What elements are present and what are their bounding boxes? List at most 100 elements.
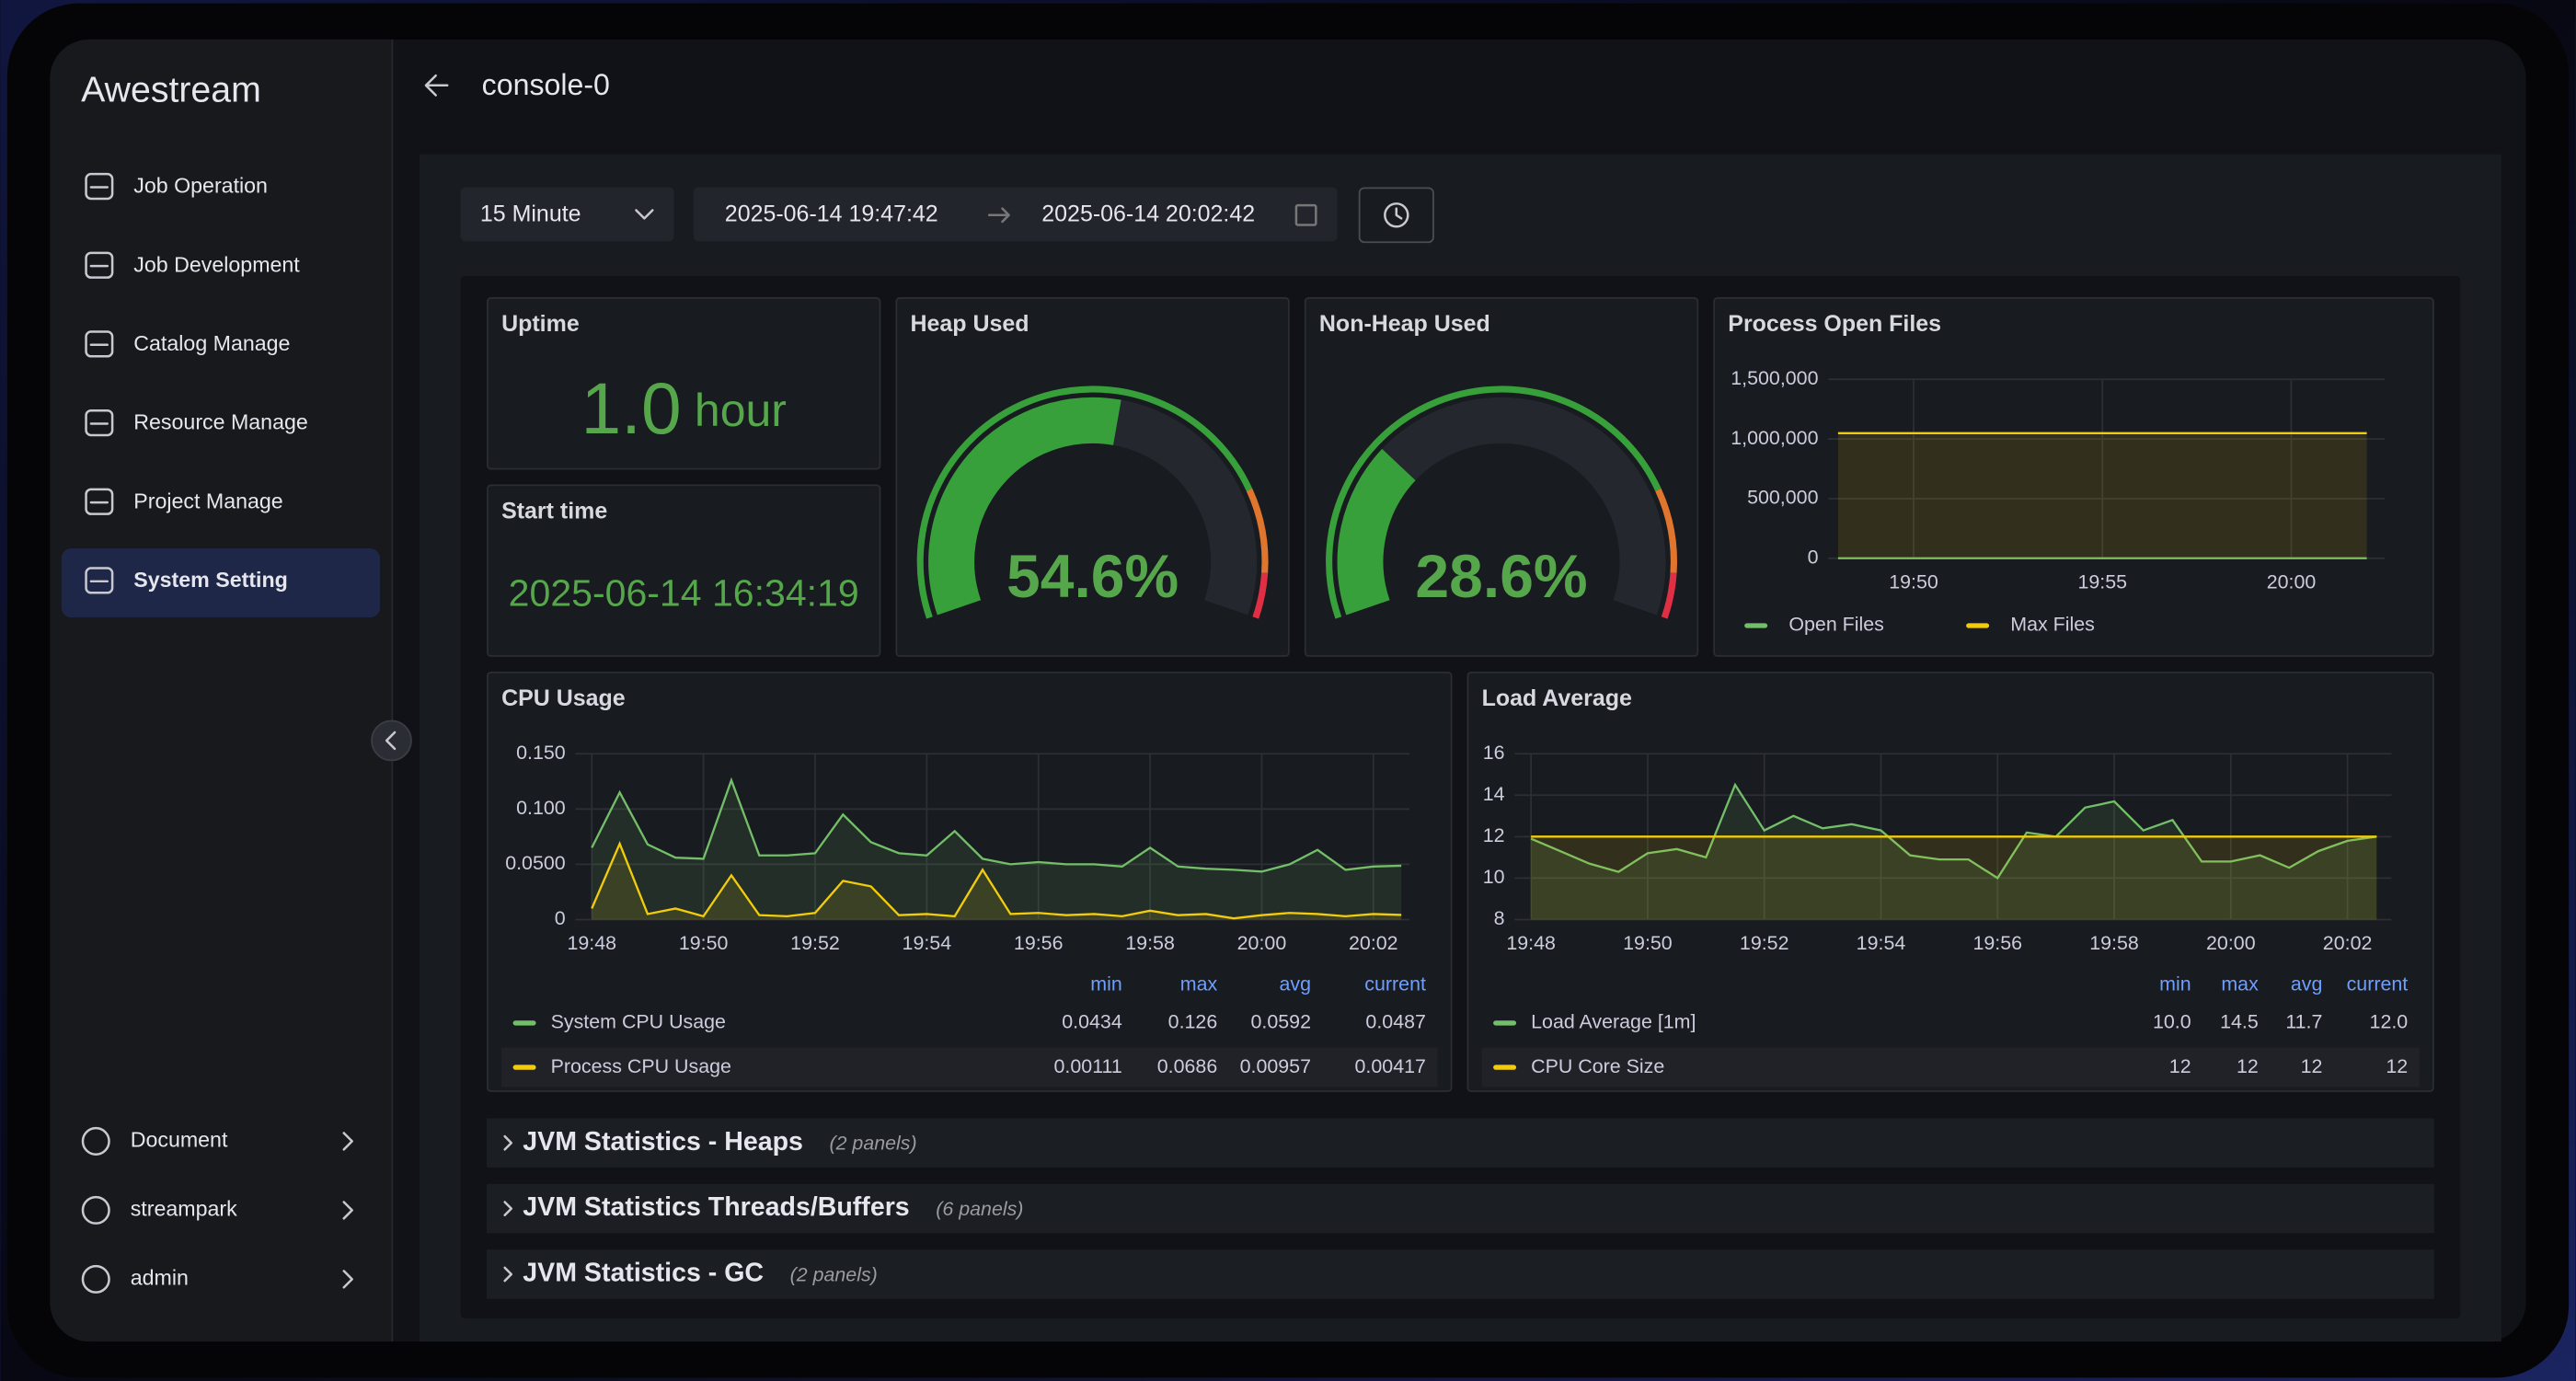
legend-column-header: avg [1279, 973, 1311, 995]
panel-title: Process Open Files [1728, 311, 1941, 337]
legend-column-header: max [1180, 973, 1218, 995]
y-tick-label: 0 [1808, 546, 1819, 568]
legend-label: System CPU Usage [551, 1011, 726, 1033]
legend-swatch [1493, 1065, 1516, 1069]
collapsed-row[interactable]: JVM Statistics - Heaps(2 panels) [487, 1118, 2434, 1168]
y-tick-label: 0.150 [516, 742, 566, 764]
y-tick-label: 500,000 [1747, 487, 1818, 509]
uptime-value: 1.0 [581, 368, 681, 449]
legend-column-header: avg [2291, 973, 2323, 995]
x-tick-label: 19:54 [903, 932, 952, 954]
y-tick-label: 14 [1483, 783, 1505, 805]
collapsed-row[interactable]: JVM Statistics Threads/Buffers (6 panels) [487, 1184, 2434, 1234]
menu-label: Job Development [133, 252, 300, 276]
legend-swatch [1744, 623, 1767, 627]
footer-label: streampark [131, 1197, 237, 1221]
x-tick-label: 19:50 [1889, 570, 1938, 593]
legend-stat: 11.7 [2285, 1011, 2322, 1033]
panel-title: Heap Used [911, 311, 1029, 337]
legend-stat: 0.0686 [1157, 1055, 1217, 1077]
x-tick-label: 20:00 [2267, 570, 2317, 593]
row-title: JVM Statistics - GC [523, 1259, 764, 1288]
brand: Awestream [81, 69, 261, 109]
legend-stat: 0.00957 [1240, 1055, 1311, 1077]
legend-stat: 12 [2169, 1055, 2191, 1077]
legend-stat: 12 [2301, 1055, 2323, 1077]
legend-column-header: max [2221, 973, 2259, 995]
row-title: JVM Statistics - Heaps [523, 1127, 803, 1157]
legend-stat: 14.5 [2220, 1011, 2259, 1033]
panel-title: CPU Usage [501, 685, 626, 711]
series-area [1838, 433, 2367, 558]
x-tick-label: 20:02 [1349, 932, 1398, 954]
x-tick-label: 19:48 [1506, 932, 1556, 954]
y-tick-label: 0.100 [516, 797, 566, 819]
row-note: (2 panels) [790, 1263, 878, 1285]
gauge-label: 54.6% [1006, 542, 1179, 610]
collapse-button[interactable] [372, 721, 411, 761]
legend-column-header: min [1090, 973, 1122, 995]
menu-label: Catalog Manage [133, 331, 290, 355]
page-title: console-0 [482, 68, 610, 101]
legend-swatch [1493, 1020, 1516, 1025]
legend-stat: 0.00417 [1355, 1055, 1426, 1077]
x-tick-label: 20:00 [2206, 932, 2256, 954]
legend-stat: 12.0 [2370, 1011, 2409, 1033]
legend-swatch [1966, 623, 1989, 627]
range-select-text: 15 Minute [480, 201, 581, 226]
menu-label: Job Operation [133, 174, 268, 198]
legend-stat: 0.126 [1168, 1011, 1218, 1033]
legend-label: Open Files [1788, 614, 1884, 636]
y-tick-label: 1,500,000 [1731, 367, 1818, 389]
collapsed-rows: JVM Statistics - Heaps(2 panels)JVM Stat… [487, 1118, 2434, 1298]
legend-stat: 10.0 [2153, 1011, 2191, 1033]
legend-column-header: current [1364, 973, 1426, 995]
legend-stat: 0.0487 [1365, 1011, 1425, 1033]
x-tick-label: 19:55 [2077, 570, 2127, 593]
panel-title: Uptime [501, 311, 580, 337]
gauge-label: 28.6% [1415, 542, 1587, 610]
menu-label: Resource Manage [133, 410, 307, 434]
x-tick-label: 19:58 [2089, 932, 2139, 954]
x-tick-label: 20:02 [2323, 932, 2373, 954]
x-tick-label: 19:50 [1623, 932, 1673, 954]
x-tick-label: 19:52 [790, 932, 840, 954]
uptime-unit: hour [695, 385, 787, 436]
legend-stat: 0.0434 [1062, 1011, 1122, 1033]
legend-stat: 0.00111 [1054, 1055, 1122, 1077]
legend-stat: 0.0592 [1251, 1011, 1311, 1033]
y-tick-label: 1,000,000 [1731, 427, 1818, 449]
y-tick-label: 8 [1494, 907, 1505, 929]
y-tick-label: 16 [1483, 742, 1505, 764]
legend-column-header: current [2347, 973, 2409, 995]
footer-label: Document [131, 1128, 228, 1152]
legend-swatch [513, 1020, 536, 1025]
legend-label: Process CPU Usage [551, 1055, 731, 1077]
end-date: 2025-06-14 20:02:42 [1041, 201, 1255, 226]
x-tick-label: 19:56 [1972, 932, 2022, 954]
start-date: 2025-06-14 19:47:42 [725, 201, 938, 226]
x-tick-label: 19:50 [679, 932, 729, 954]
legend-column-header: min [2159, 973, 2191, 995]
menu-label: System Setting [133, 568, 288, 592]
y-tick-label: 0.0500 [505, 852, 566, 874]
panel-title: Load Average [1482, 685, 1632, 711]
legend-swatch [513, 1065, 536, 1069]
row-bar [487, 1249, 2434, 1299]
x-tick-label: 19:54 [1857, 932, 1906, 954]
row-title: JVM Statistics Threads/Buffers [523, 1192, 909, 1222]
footer-label: admin [131, 1265, 189, 1289]
legend-label: Max Files [2010, 614, 2095, 636]
legend-label: Load Average [1m] [1531, 1011, 1696, 1033]
x-tick-label: 19:56 [1014, 932, 1064, 954]
y-tick-label: 12 [1483, 824, 1505, 846]
x-tick-label: 20:00 [1237, 932, 1287, 954]
panel-title: Non-Heap Used [1319, 311, 1490, 337]
row-note: (6 panels) [936, 1198, 1023, 1220]
x-tick-label: 19:58 [1125, 932, 1175, 954]
collapsed-row[interactable]: JVM Statistics - GC (2 panels) [487, 1249, 2434, 1299]
y-tick-label: 0 [555, 907, 566, 929]
legend-label: CPU Core Size [1531, 1055, 1664, 1077]
